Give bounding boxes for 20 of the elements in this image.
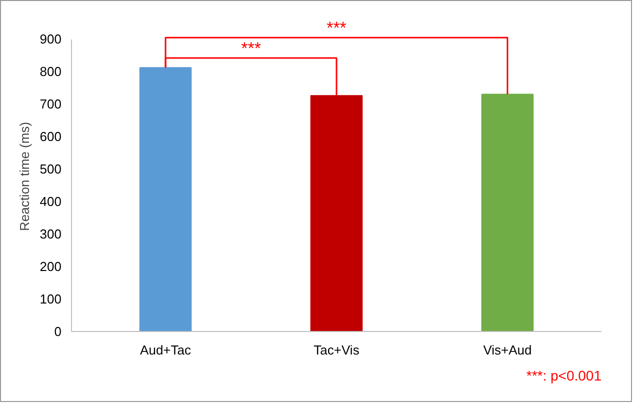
bar bbox=[139, 67, 192, 332]
y-tick-label: 300 bbox=[40, 226, 62, 242]
x-tick-label: Aud+Tac bbox=[140, 342, 192, 358]
y-tick-label: 100 bbox=[40, 292, 62, 307]
bar bbox=[310, 95, 363, 332]
y-tick-label: 200 bbox=[40, 259, 62, 274]
y-tick-label: 900 bbox=[40, 32, 62, 47]
x-tick-label: Tac+Vis bbox=[314, 342, 360, 358]
bar bbox=[481, 94, 534, 332]
text: *** bbox=[326, 18, 347, 38]
y-axis-title: Reaction time (ms) bbox=[16, 122, 32, 232]
y-tick-label: 800 bbox=[40, 64, 62, 80]
y-tick-label: 500 bbox=[40, 162, 62, 177]
x-tick-label: Vis+Aud bbox=[483, 342, 532, 358]
text: ***: p<0.001 bbox=[526, 368, 602, 384]
annotation: *** bbox=[241, 39, 262, 58]
y-tick-label: 600 bbox=[40, 129, 62, 144]
y-tick-label: 700 bbox=[40, 96, 62, 112]
y-tick-label: 0 bbox=[54, 324, 62, 339]
y-tick-label: 400 bbox=[40, 194, 62, 210]
